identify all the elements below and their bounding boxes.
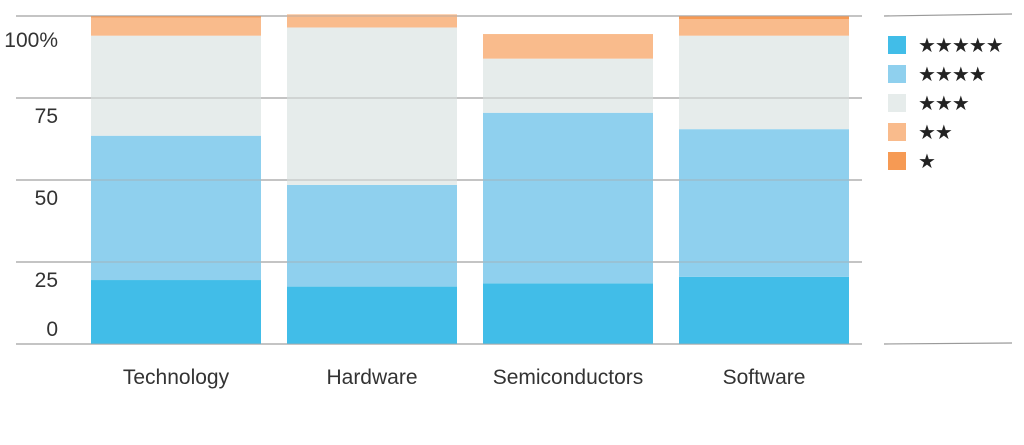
- legend-swatch: [888, 93, 906, 112]
- bar-segment: [91, 17, 261, 36]
- legend-label: ★★★: [918, 90, 970, 115]
- y-tick-label: 50: [35, 187, 58, 210]
- bar-segment: [91, 280, 261, 344]
- bar-segment: [287, 286, 457, 344]
- x-category-label: Technology: [123, 366, 230, 389]
- legend-item: ★★★★: [888, 59, 1018, 88]
- legend-swatch: [888, 35, 906, 54]
- x-category-label: Hardware: [326, 366, 417, 389]
- legend-rules: [883, 13, 1013, 345]
- bar-segment: [483, 283, 653, 344]
- legend-label: ★: [918, 148, 936, 173]
- y-tick-label: 0: [46, 318, 58, 341]
- bar-segment: [679, 35, 849, 130]
- legend-item: ★★: [888, 117, 1018, 146]
- bar-segment: [287, 184, 457, 287]
- legend-item: ★★★: [888, 88, 1018, 117]
- legend-item: ★★★★★: [888, 30, 1018, 59]
- axis-labels: 0 25 50 75 100% Technology Hardware Semiconduct…: [4, 29, 805, 389]
- bar-segment: [679, 19, 849, 36]
- bar-segment: [483, 34, 653, 59]
- y-tick-label: 25: [35, 269, 58, 292]
- bar-segment: [483, 112, 653, 284]
- legend-swatch: [888, 64, 906, 83]
- x-category-label: Software: [723, 366, 806, 389]
- legend-label: ★★★★★: [918, 32, 1004, 57]
- legend-bottom-rule: [883, 342, 1013, 345]
- legend: ★★★★★ ★★★★ ★★★ ★★ ★: [888, 30, 1018, 175]
- bar-segment: [287, 14, 457, 28]
- bars: [16, 14, 862, 345]
- bar-segment: [679, 276, 849, 344]
- legend-label: ★★★★: [918, 61, 987, 86]
- legend-swatch: [888, 151, 906, 170]
- legend-top-rule: [883, 13, 1013, 17]
- legend-label: ★★: [918, 119, 953, 144]
- bar-segment: [91, 35, 261, 136]
- legend-swatch: [888, 122, 906, 141]
- bar-segment: [287, 27, 457, 185]
- bar-segment: [91, 135, 261, 281]
- bar-segment: [91, 16, 261, 18]
- y-tick-label: 75: [35, 105, 58, 128]
- legend-item: ★: [888, 146, 1018, 175]
- bar-segment: [483, 58, 653, 113]
- bar-segment: [679, 16, 849, 20]
- bar-segment: [679, 129, 849, 277]
- y-tick-label: 100%: [4, 29, 58, 52]
- x-category-label: Semiconductors: [493, 366, 644, 389]
